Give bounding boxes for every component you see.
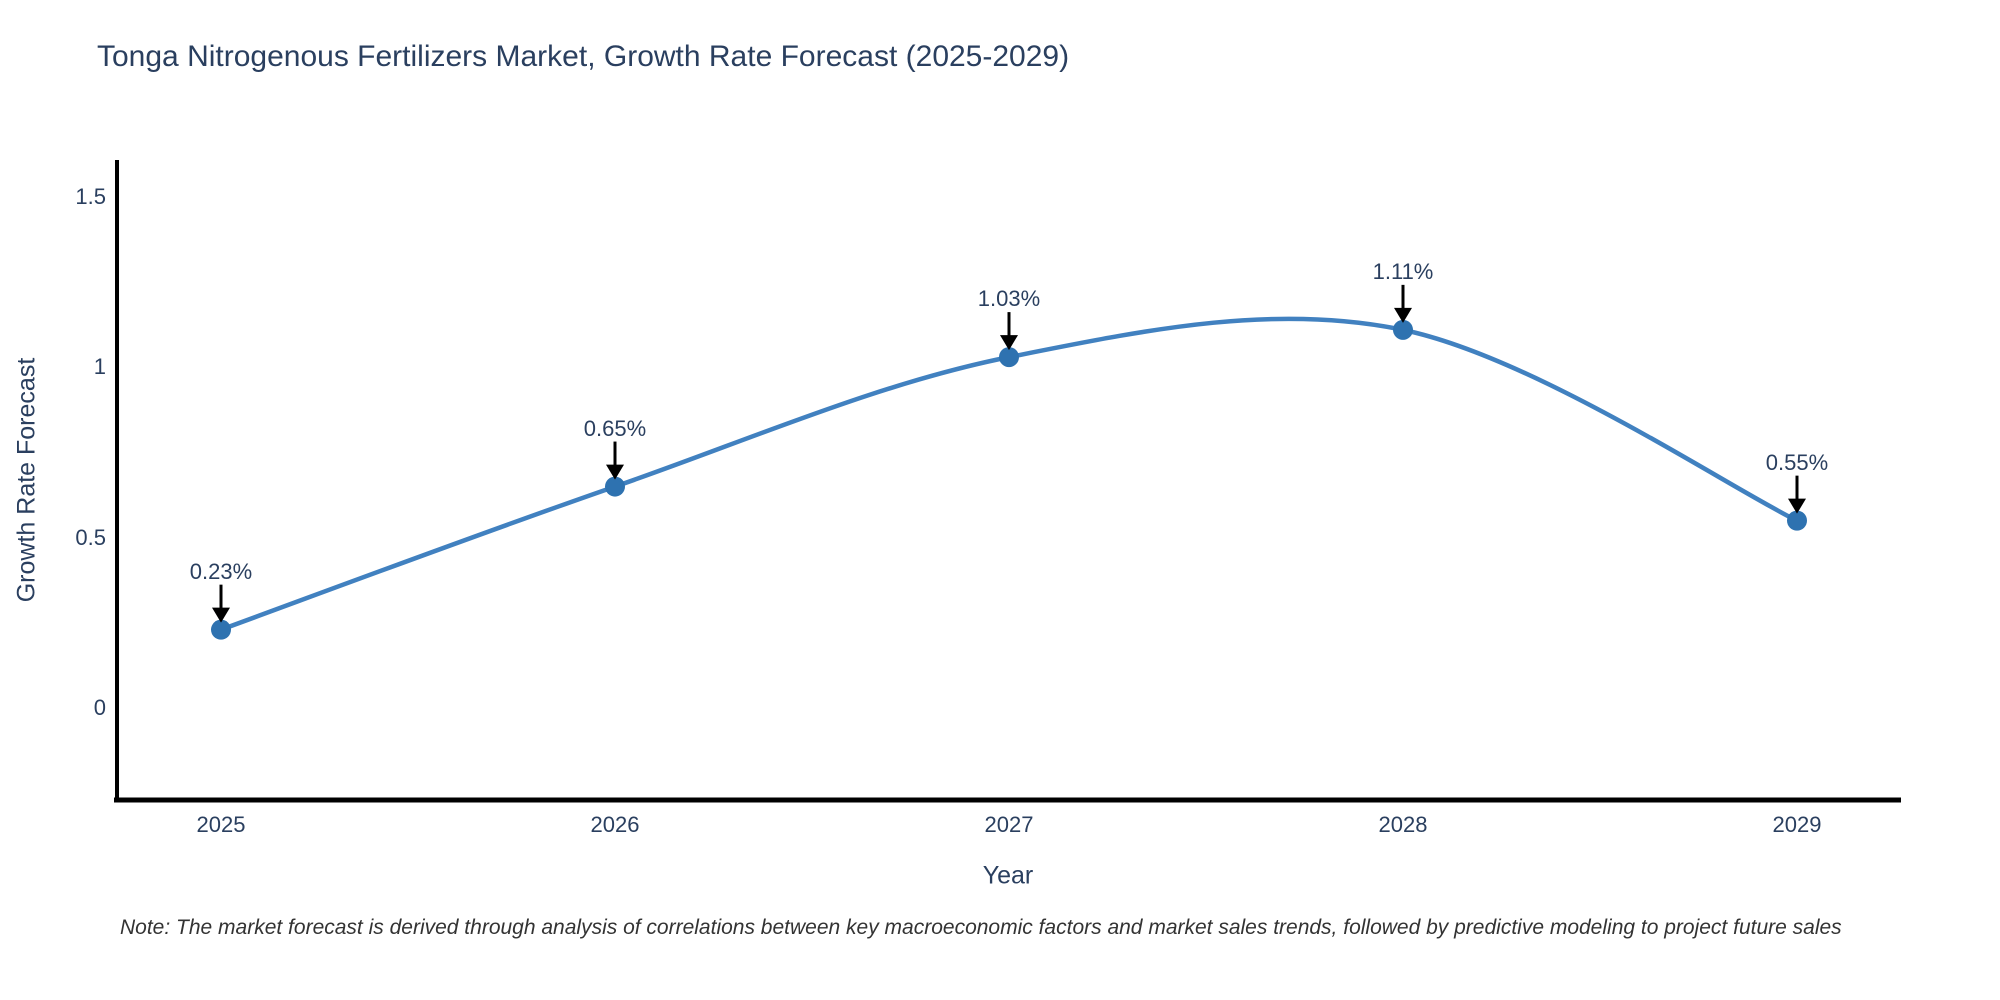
data-point-marker	[211, 619, 231, 640]
x-tick-label: 2025	[196, 812, 246, 837]
x-tick-label: 2028	[1378, 812, 1428, 837]
annotation-arrow-layer	[212, 284, 1806, 623]
annotation-arrowhead-icon	[1394, 307, 1412, 323]
data-point-marker	[605, 476, 625, 497]
data-point-marker	[1393, 319, 1413, 340]
footnote: Note: The market forecast is derived thr…	[120, 916, 1842, 939]
x-axis-title: Year	[982, 861, 1034, 890]
point-annotation: 0.23%	[189, 558, 253, 584]
annotation-arrowhead-icon	[212, 607, 230, 623]
y-tick-label: 1	[93, 354, 106, 380]
annotation-arrowhead-icon	[1788, 498, 1806, 514]
data-point-marker	[999, 347, 1019, 368]
point-annotation: 1.11%	[1372, 258, 1434, 284]
point-annotation: 0.65%	[583, 415, 647, 441]
y-tick-label: 1.5	[75, 183, 106, 209]
x-tick-label: 2027	[984, 812, 1034, 837]
y-tick-label: 0	[93, 694, 106, 720]
x-tick-label: 2026	[590, 812, 640, 837]
y-tick-label: 0.5	[75, 524, 106, 550]
annotation-arrowhead-icon	[1000, 335, 1018, 351]
chart-title: Tonga Nitrogenous Fertilizers Market, Gr…	[97, 40, 1070, 73]
annotation-arrowhead-icon	[606, 464, 624, 480]
marker-layer	[211, 319, 1807, 640]
data-point-marker	[1787, 510, 1807, 531]
point-annotation: 1.03%	[977, 286, 1041, 312]
y-axis-title: Growth Rate Forecast	[12, 357, 41, 603]
x-tick-label: 2029	[1772, 812, 1822, 837]
point-annotation: 0.55%	[1765, 449, 1829, 475]
